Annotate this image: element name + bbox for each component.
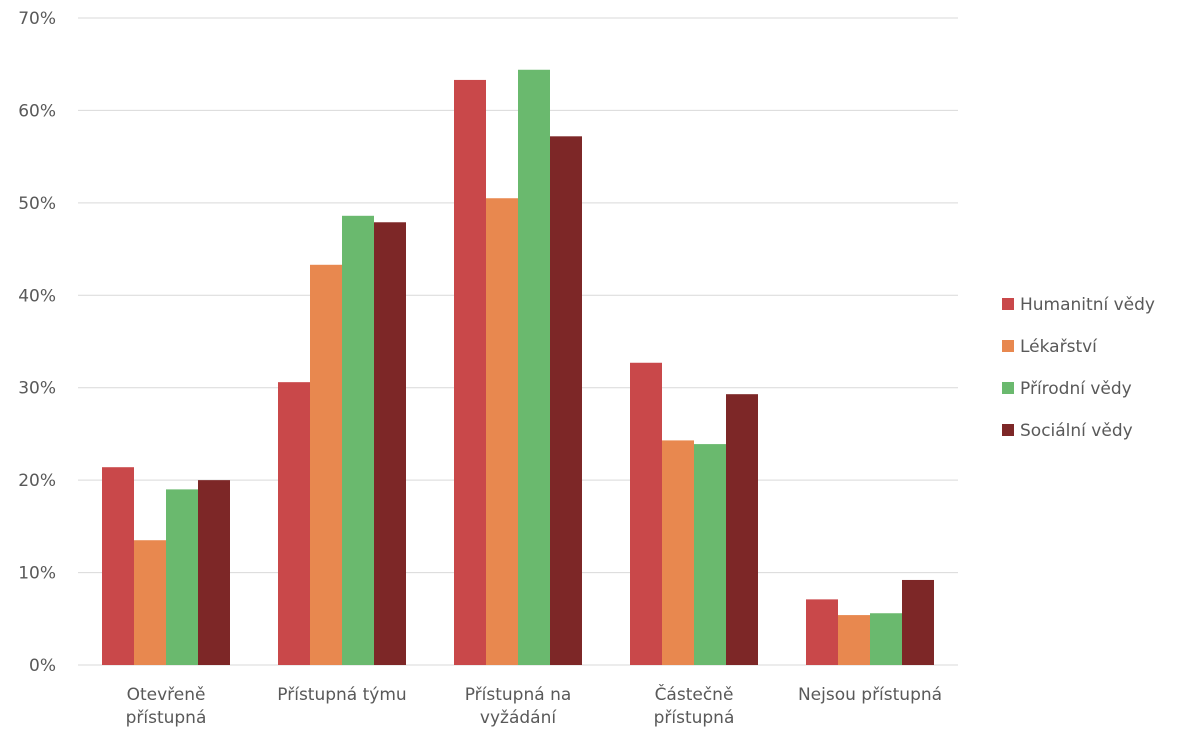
bar: [838, 615, 870, 665]
legend-label: Sociální vědy: [1020, 421, 1133, 441]
legend-label: Lékařství: [1020, 337, 1098, 357]
legend-swatch: [1002, 424, 1014, 436]
legend-label: Humanitní vědy: [1020, 295, 1155, 315]
y-tick-label: 10%: [18, 564, 56, 584]
bar: [342, 215, 374, 665]
x-tick-label: přístupná: [126, 708, 207, 728]
x-tick-label: Otevřeně: [127, 685, 206, 705]
bar: [134, 540, 166, 665]
y-tick-label: 20%: [18, 471, 56, 491]
x-tick-label: Přístupná týmu: [277, 685, 406, 705]
bar: [518, 69, 550, 665]
y-tick-label: 30%: [18, 379, 56, 399]
bar: [806, 599, 838, 665]
legend-swatch: [1002, 340, 1014, 352]
y-tick-label: 0%: [29, 656, 56, 676]
bar: [486, 198, 518, 665]
y-tick-label: 40%: [18, 286, 56, 306]
bar: [902, 579, 934, 665]
bar: [102, 467, 134, 665]
legend-swatch: [1002, 382, 1014, 394]
bar: [454, 79, 486, 666]
bar: [870, 613, 902, 665]
bar: [726, 394, 758, 665]
x-tick-label: Částečně: [655, 683, 734, 705]
x-tick-label: vyžádání: [480, 708, 557, 728]
bar: [278, 382, 310, 665]
y-tick-label: 60%: [18, 101, 56, 121]
bar: [310, 264, 342, 665]
x-tick-label: Přístupná na: [465, 685, 572, 705]
bar: [662, 440, 694, 665]
bar: [630, 362, 662, 665]
x-tick-label: Nejsou přístupná: [798, 685, 942, 705]
y-tick-label: 50%: [18, 194, 56, 214]
y-tick-label: 70%: [18, 9, 56, 29]
bar: [166, 489, 198, 665]
legend-label: Přírodní vědy: [1020, 379, 1132, 399]
bar: [198, 480, 230, 665]
legend-swatch: [1002, 298, 1014, 310]
bar: [374, 222, 406, 665]
x-tick-label: přístupná: [654, 708, 735, 728]
bar: [550, 136, 582, 665]
bar: [694, 444, 726, 665]
